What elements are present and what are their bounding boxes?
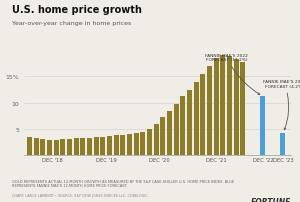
Bar [167,111,172,156]
Bar [174,104,179,156]
Bar [280,134,286,156]
Text: GOLD REPRESENTS ACTUAL 12-MONTH GROWTH AS MEASURED BY THE S&P CASE-SHILLER U.S. : GOLD REPRESENTS ACTUAL 12-MONTH GROWTH A… [12,179,234,187]
Bar [34,138,38,156]
Bar [154,124,159,156]
Bar [234,60,239,156]
Bar [187,90,192,156]
Bar [147,129,152,156]
Bar [80,139,85,156]
Bar [140,132,145,156]
Text: FANNIE MAE'S 2022
FORECAST (11.2%): FANNIE MAE'S 2022 FORECAST (11.2%) [205,54,260,95]
Bar [100,137,105,156]
Bar [67,139,72,156]
Bar [207,67,212,156]
Bar [240,62,245,156]
Bar [214,59,219,156]
Bar [227,57,232,156]
Bar [127,135,132,156]
Bar [74,139,79,156]
Bar [134,134,139,156]
Bar [27,137,32,156]
Bar [220,56,225,156]
Bar [194,82,199,156]
Bar [107,137,112,156]
Text: FANNIE MAE'S 2023
FORECAST (4.2%): FANNIE MAE'S 2023 FORECAST (4.2%) [263,80,300,130]
Bar [87,138,92,156]
Bar [60,139,65,156]
Text: Year-over-year change in home prices: Year-over-year change in home prices [12,21,131,26]
Bar [160,118,165,156]
Text: FORTUNE: FORTUNE [250,197,291,202]
Bar [200,74,206,156]
Text: CHART: LANCE LAMBERT • SOURCE: S&P DOW JONES INDICES LLC, CORELOGIC: CHART: LANCE LAMBERT • SOURCE: S&P DOW J… [12,193,148,197]
Text: U.S. home price growth: U.S. home price growth [12,5,142,15]
Bar [47,140,52,156]
Bar [180,97,185,156]
Bar [114,136,118,156]
Bar [53,140,58,156]
Bar [40,139,45,156]
Bar [94,138,99,156]
Bar [260,97,266,156]
Bar [120,135,125,156]
